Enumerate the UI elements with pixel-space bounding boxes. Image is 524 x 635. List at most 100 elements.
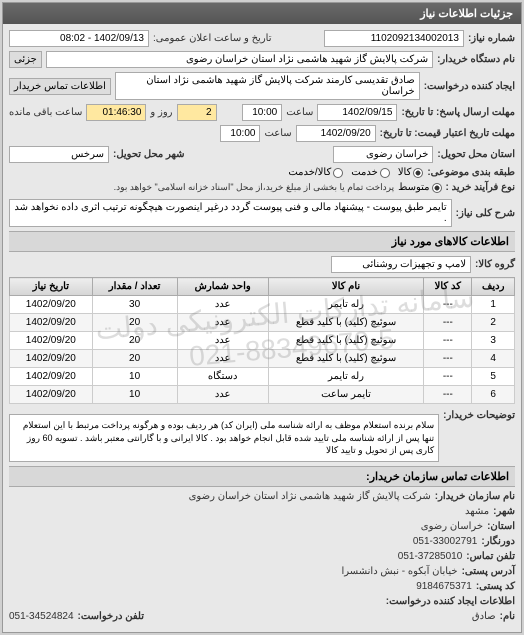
group-value: لامپ و تجهیزات روشنائی (331, 256, 471, 273)
table-header: ردیف (472, 278, 515, 296)
deadline-send-date: 1402/09/15 (317, 104, 397, 121)
pack-type-label: طبقه بندی موضوعی: (427, 167, 515, 178)
table-header: تاریخ نیاز (10, 278, 93, 296)
panel-title: جزئیات اطلاعات نیاز (3, 3, 521, 24)
announce-value: 1402/09/13 - 08:02 (9, 30, 149, 47)
req-phone-value: 051-34524824 (9, 611, 74, 622)
table-cell: 30 (92, 296, 177, 314)
table-cell: --- (424, 350, 472, 368)
radio-service[interactable] (380, 168, 390, 178)
province-value: خراسان رضوی (421, 521, 483, 532)
city-label: شهر: (493, 506, 515, 517)
table-cell: --- (424, 314, 472, 332)
table-cell: 1402/09/20 (10, 368, 93, 386)
fax-label: دورنگار: (481, 536, 515, 547)
time-label-1: ساعت (286, 107, 313, 118)
days-remain-label: روز و (150, 107, 172, 118)
contact-button[interactable]: اطلاعات تماس خریدار (9, 78, 111, 95)
table-cell: عدد (177, 350, 268, 368)
table-row[interactable]: 6---تایمر ساعتعدد101402/09/20 (10, 386, 515, 404)
table-row[interactable]: 2---سوئیچ (کلید) با کلید قطععدد201402/09… (10, 314, 515, 332)
table-header: کد کالا (424, 278, 472, 296)
table-cell: 3 (472, 332, 515, 350)
deadline-send-label: مهلت ارسال پاسخ: تا تاریخ: (401, 107, 515, 118)
org-value: شرکت پالایش گاز شهید هاشمی نژاد استان خر… (189, 491, 431, 502)
delivery-state-label: استان محل تحویل: (437, 149, 515, 160)
pay-mid-label: متوسط (398, 182, 429, 193)
table-cell: 1 (472, 296, 515, 314)
table-cell: --- (424, 296, 472, 314)
table-header: واحد شمارش (177, 278, 268, 296)
validity-time: 10:00 (220, 125, 260, 142)
table-row[interactable]: 5---رله تایمردستگاه101402/09/20 (10, 368, 515, 386)
table-cell: 10 (92, 368, 177, 386)
table-cell: 10 (92, 386, 177, 404)
zip-value: 9184675371 (416, 581, 472, 592)
delivery-state: خراسان رضوی (333, 146, 433, 163)
need-no-value: 1102092134002013 (324, 30, 464, 47)
table-row[interactable]: 4---سوئیچ (کلید) با کلید قطععدد201402/09… (10, 350, 515, 368)
table-row[interactable]: 1---رله تایمرعدد301402/09/20 (10, 296, 515, 314)
table-cell: رله تایمر (268, 368, 423, 386)
postal-label: آدرس پستی: (462, 566, 515, 577)
pay-type-group: متوسط (398, 182, 441, 193)
buyer-label: نام دستگاه خریدار: (437, 54, 515, 65)
contact-section-title: اطلاعات تماس سازمان خریدار: (9, 466, 515, 487)
time-remain: 01:46:30 (86, 104, 146, 121)
radio-mid[interactable] (432, 183, 442, 193)
validity-date: 1402/09/20 (296, 125, 376, 142)
time-remain-label: ساعت باقی مانده (9, 107, 82, 118)
table-cell: دستگاه (177, 368, 268, 386)
pay-note: پرداخت تمام یا بخشی از مبلغ خرید،از محل … (114, 182, 394, 193)
table-cell: 20 (92, 350, 177, 368)
phone-value: 051-37285010 (398, 551, 463, 562)
buyer-note-label: توضیحات خریدار: (443, 410, 515, 421)
partial-badge: جزئی (9, 51, 42, 68)
name-value: صادق (472, 611, 496, 622)
creator-label: ایجاد کننده درخواست: (424, 81, 515, 92)
table-row[interactable]: 3---سوئیچ (کلید) با کلید قطععدد201402/09… (10, 332, 515, 350)
table-cell: 4 (472, 350, 515, 368)
validity-label: مهلت تاریخ اعتبار قیمت: تا تاریخ: (380, 128, 515, 139)
zip-label: کد پستی: (476, 581, 515, 592)
table-cell: عدد (177, 332, 268, 350)
table-cell: 2 (472, 314, 515, 332)
deadline-send-time: 10:00 (242, 104, 282, 121)
table-cell: عدد (177, 296, 268, 314)
table-cell: 1402/09/20 (10, 332, 93, 350)
req-phone-label: تلفن درخواست: (78, 611, 144, 622)
table-cell: تایمر ساعت (268, 386, 423, 404)
desc-text: تایمر طبق پیوست - پیشنهاد مالی و فنی پیو… (9, 199, 452, 227)
table-cell: --- (424, 368, 472, 386)
table-cell: 1402/09/20 (10, 386, 93, 404)
table-header: تعداد / مقدار (92, 278, 177, 296)
creator-value: صادق تقدیسی کارمند شرکت پالایش گاز شهید … (115, 72, 420, 100)
time-label-2: ساعت (264, 128, 291, 139)
table-cell: رله تایمر (268, 296, 423, 314)
radio-both[interactable] (333, 168, 343, 178)
name-label: نام: (500, 611, 515, 622)
table-cell: 6 (472, 386, 515, 404)
table-cell: 5 (472, 368, 515, 386)
table-cell: --- (424, 332, 472, 350)
table-header: نام کالا (268, 278, 423, 296)
table-cell: 20 (92, 314, 177, 332)
postal-value: خیابان آبکوه - نبش دانشسرا (342, 566, 458, 577)
goods-table: ردیفکد کالانام کالاواحد شمارشتعداد / مقد… (9, 277, 515, 404)
pack-type-group: کالا خدمت کالا/خدمت (288, 167, 423, 178)
province-label: استان: (487, 521, 515, 532)
table-cell: --- (424, 386, 472, 404)
radio-goods[interactable] (413, 168, 423, 178)
delivery-city-label: شهر محل تحویل: (113, 149, 185, 160)
goods-section-title: اطلاعات کالاهای مورد نیاز (9, 231, 515, 252)
table-cell: عدد (177, 314, 268, 332)
buyer-note-text: سلام برنده استعلام موظف به ارائه شناسه م… (9, 414, 439, 462)
creator-section-label: اطلاعات ایجاد کننده درخواست: (386, 596, 515, 607)
fax-value: 051-33002791 (413, 536, 478, 547)
org-label: نام سازمان خریدار: (435, 491, 515, 502)
table-cell: 1402/09/20 (10, 296, 93, 314)
pack-service-label: خدمت (351, 167, 378, 178)
delivery-city: سرخس (9, 146, 109, 163)
phone-label: تلفن تماس: (466, 551, 515, 562)
table-cell: 20 (92, 332, 177, 350)
